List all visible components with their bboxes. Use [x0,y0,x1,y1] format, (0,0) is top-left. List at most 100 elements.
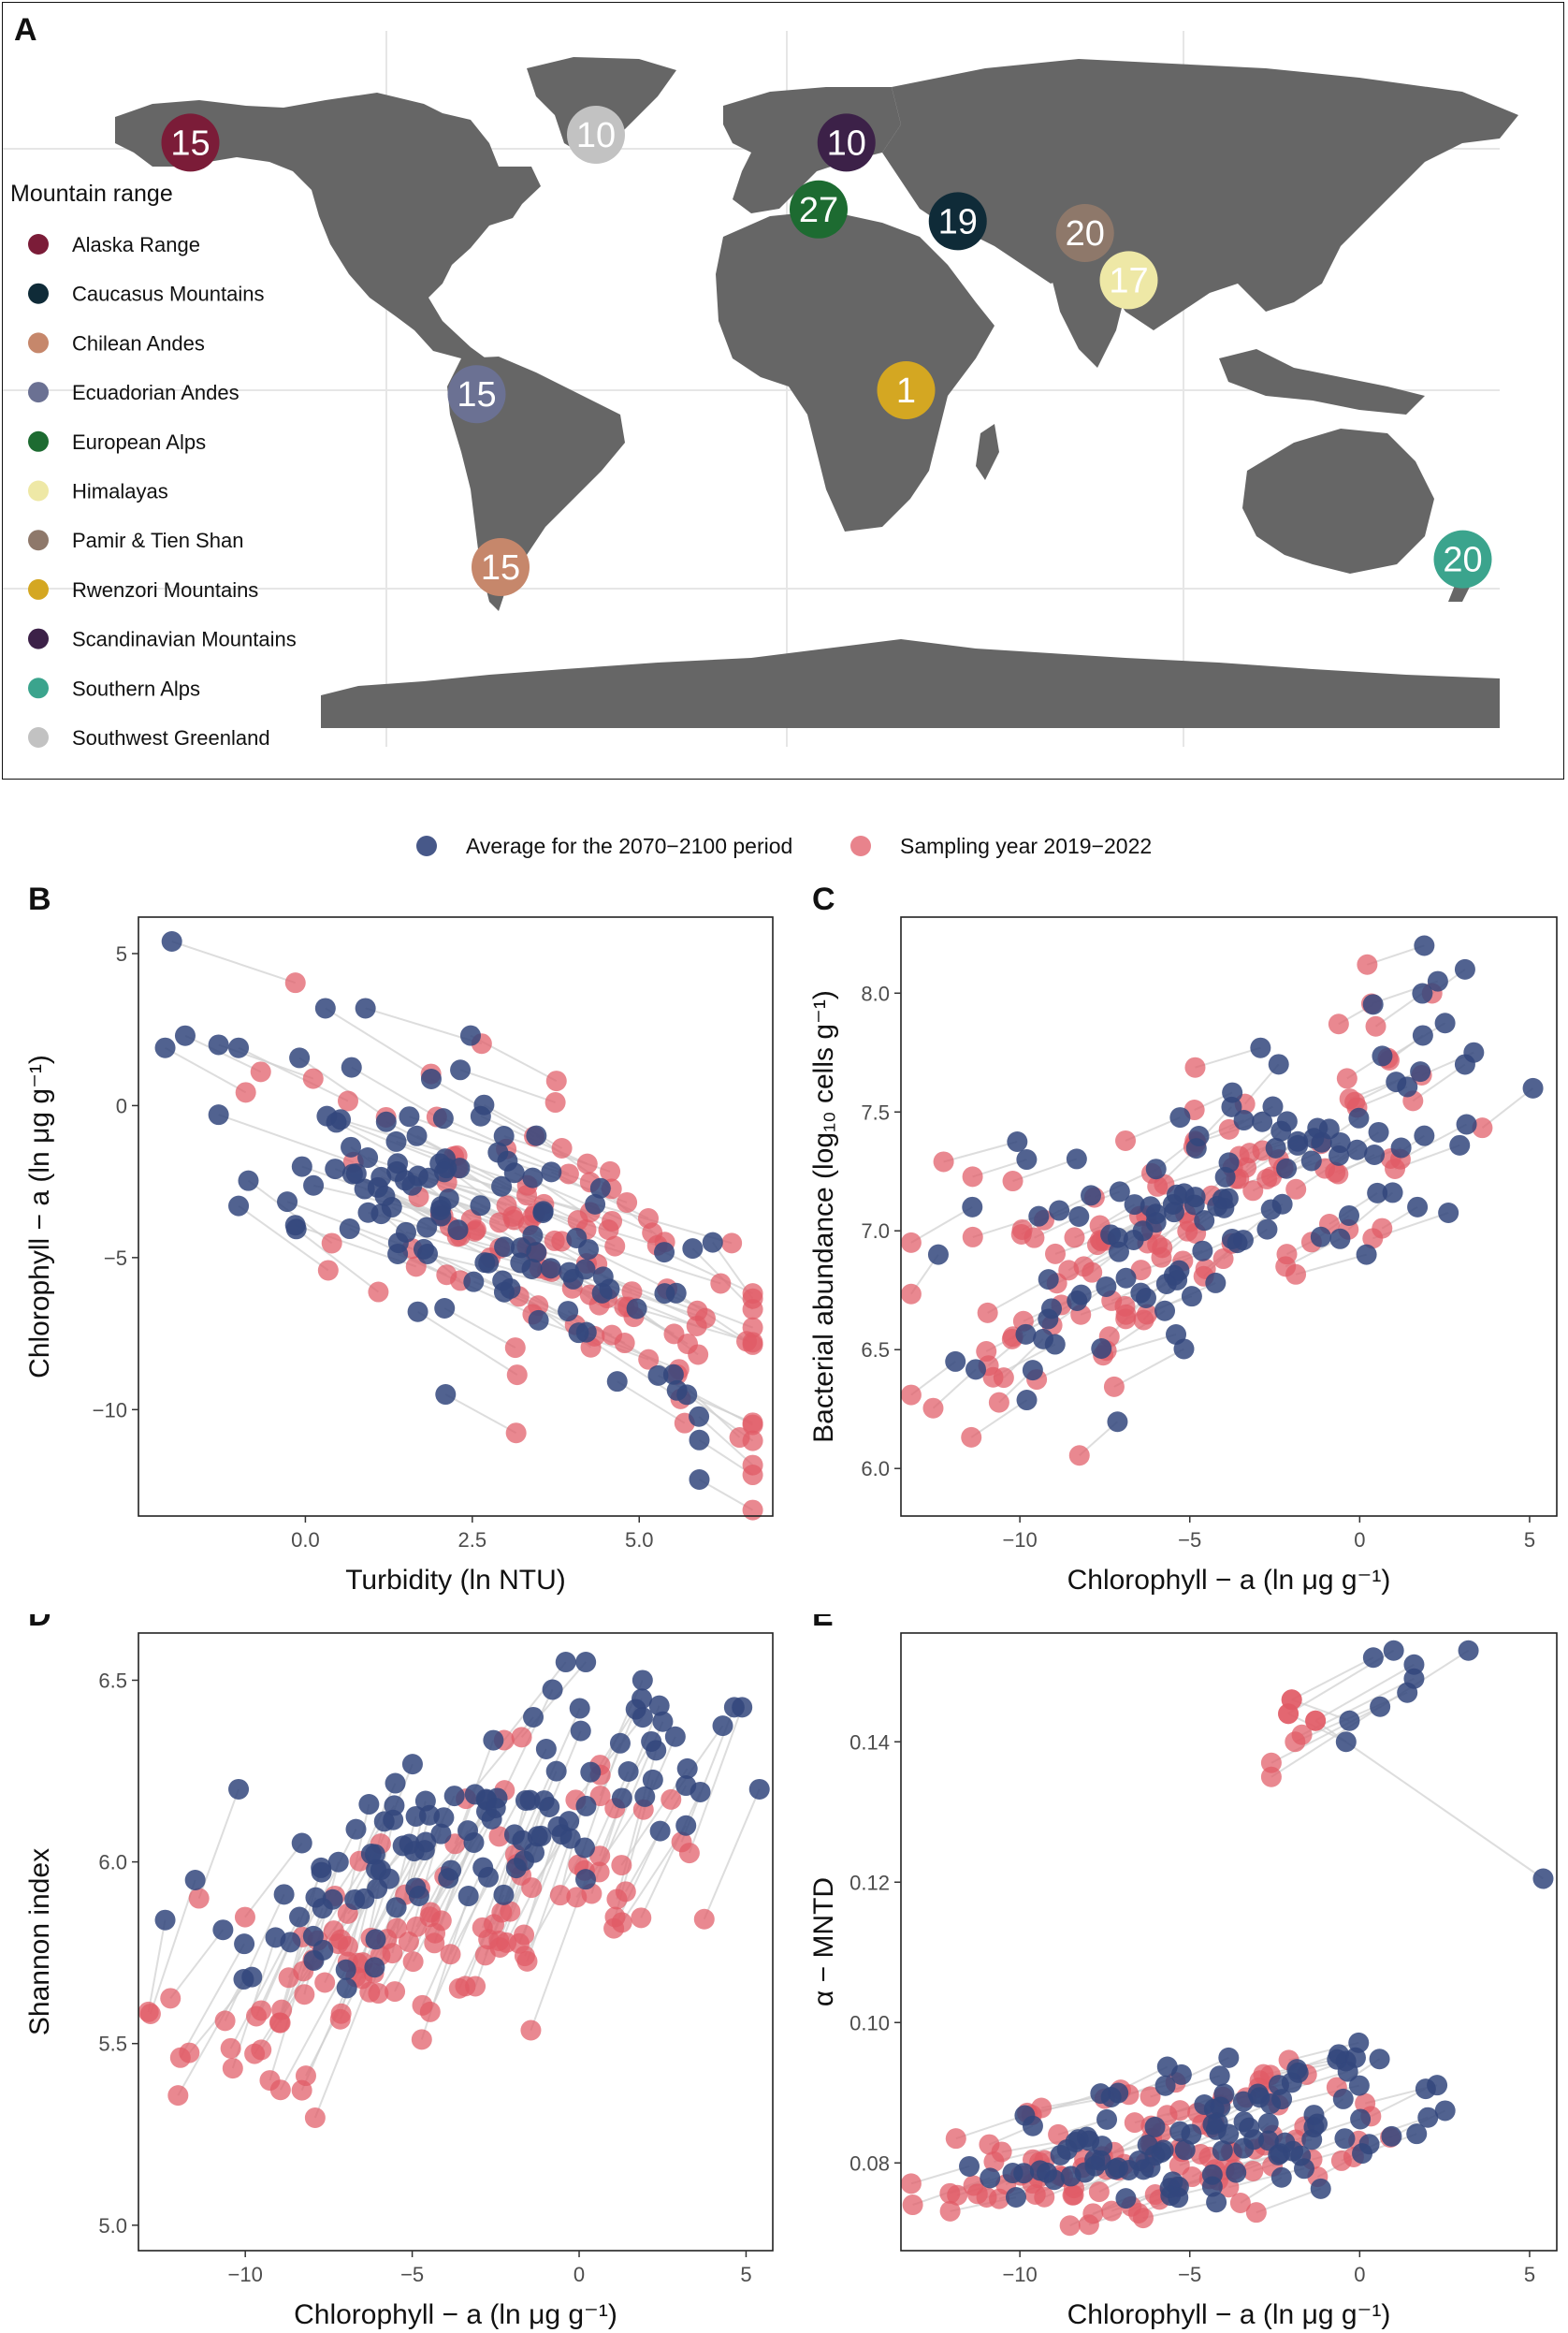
pair-line [301,1829,357,1938]
asia [882,59,1518,330]
pair-line [169,1929,225,1999]
future-point [522,1167,544,1188]
future-point [1022,1360,1043,1381]
future-point [491,1175,513,1197]
future-point [1262,1096,1284,1117]
current-point [661,1788,682,1810]
future-point [1310,2178,1331,2199]
current-point [251,2000,272,2021]
world-map: A [3,12,1518,750]
australia [1242,429,1434,574]
current-point [304,2107,326,2128]
future-point [430,1823,452,1845]
future-point [1107,1411,1128,1433]
panel-d-chart: D −10 −5 0 5 5.0 5.5 6.0 6.5 Chlorophyll − a (ln … [24,1614,774,2330]
future-point [1133,2159,1154,2180]
x-tick-label: −10 [1002,2263,1037,2286]
current-point [671,1831,692,1853]
current-point [544,1230,565,1251]
future-point [1390,1137,1412,1159]
future-point [702,1232,723,1253]
x-axis-title: Turbidity (ln NTU) [345,1565,566,1596]
future-point [358,1794,380,1815]
future-point [1412,1025,1433,1046]
future-point [1163,1264,1184,1286]
legend-swatch [28,234,49,255]
current-point [474,1945,496,1966]
x-tick-label: 0 [1354,2263,1365,2286]
marker-count: 19 [938,202,978,241]
current-point [576,1153,598,1174]
marker-count: 17 [1109,261,1148,300]
pair-line [1291,1656,1374,1701]
future-point [526,1125,547,1146]
legend-swatch [28,727,49,748]
current-point [402,1951,424,1973]
future-point [545,1760,567,1782]
future-point [1334,2128,1356,2150]
y-tick-label: −10 [93,1398,127,1422]
current-point [368,1983,389,2005]
pair-line [351,1066,438,1118]
future-point [228,1195,250,1217]
future-point [1115,2188,1137,2209]
pair-line [1195,1046,1261,1069]
pair-line [1164,1161,1229,1186]
future-point [234,1933,255,1955]
future-point [1414,935,1435,956]
future-point [962,1196,983,1218]
future-point [1066,1148,1087,1170]
current-point [502,1205,524,1227]
future-point [407,1301,428,1322]
future-point [1028,1205,1050,1227]
future-point [1397,1682,1418,1703]
current-point [269,2079,291,2101]
y-tick-label: 0.14 [849,1730,890,1754]
legend-label: Southern Alps [72,677,200,700]
future-point [280,1932,301,1953]
y-tick-label: −5 [104,1247,127,1270]
future-point [1074,2162,1096,2183]
future-point [241,1966,263,1988]
marker-southern-alps: 20 [1433,530,1492,589]
current-point [1068,1445,1090,1466]
future-point [1007,1131,1028,1153]
future-point [154,1037,176,1058]
future-point [375,1111,397,1132]
current-point [179,2042,200,2063]
current-point [1115,1304,1137,1325]
pair-line [409,1115,507,1150]
current-point [411,2029,432,2050]
future-point [1458,1640,1479,1661]
current-point [337,1090,358,1112]
current-point [544,1092,566,1114]
future-point [535,1738,557,1759]
current-point [1024,2183,1046,2205]
panel-e-chart: E −10 −5 0 5 0.08 0.10 0.12 0.14 Chlorophyll − a … [808,1614,1558,2330]
map-panel: A [2,2,1564,780]
future-point [1169,1107,1191,1129]
current-point [637,1208,659,1230]
current-point [900,1232,922,1253]
current-point [1305,1710,1327,1731]
legend-swatch [28,530,49,551]
future-point [1005,2187,1026,2209]
future-point [1168,2187,1189,2209]
future-point [385,1130,407,1152]
y-tick-label: 5 [116,942,127,966]
future-point [1257,2112,1279,2134]
legend-item: Alaska Range [28,233,200,256]
future-point [1329,1228,1351,1249]
current-point [611,1855,632,1876]
current-point [1063,2184,1084,2206]
legend-swatch [28,628,49,649]
pair-line [970,1399,1028,1438]
current-point [1064,1227,1085,1248]
current-point [1101,2200,1123,2222]
future-point [1249,2087,1270,2108]
current-point [448,1977,470,1999]
legend-item: Chilean Andes [28,331,205,355]
current-point [1357,954,1378,975]
current-point [385,1981,406,2003]
future-point [385,1772,406,1794]
